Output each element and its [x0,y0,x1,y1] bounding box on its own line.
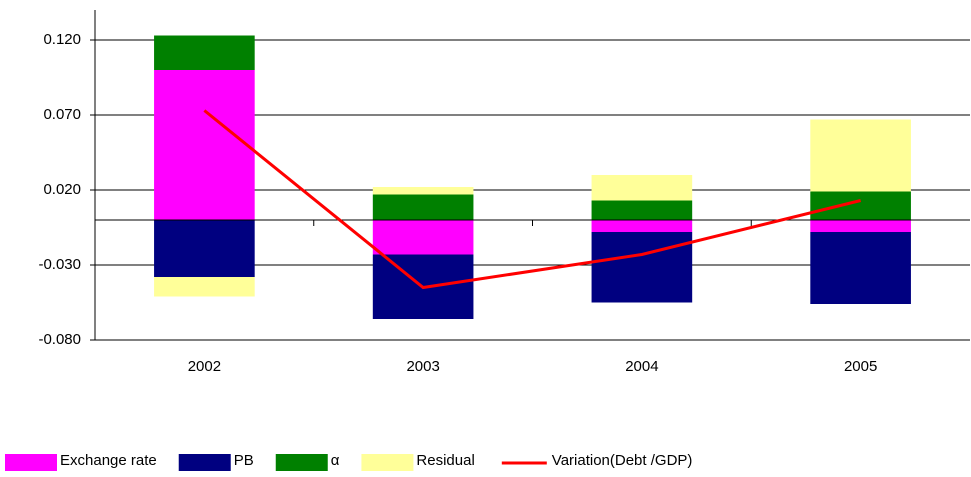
bar-segment [810,191,911,220]
bar-segment [372,187,474,195]
legend-label: Exchange rate [60,452,157,469]
y-tick-label: 0.020 [43,181,81,198]
bar-segment [372,194,474,220]
y-tick-label: 0.070 [43,106,81,123]
bar-segment [591,175,693,201]
bar-segment [154,277,255,297]
legend-label: Variation(Debt /GDP) [552,452,693,469]
x-tick-label: 2002 [188,358,221,375]
legend-swatch [5,454,57,471]
bar-segment [591,220,693,232]
bar-segment [810,232,911,304]
x-tick-label: 2003 [406,358,439,375]
y-tick-label: -0.030 [38,256,81,273]
legend-label: PB [234,452,254,469]
bar-segment [154,70,255,220]
legend-swatch [275,454,328,471]
bar-segment [591,232,693,303]
bar-segment [591,200,693,220]
legend-label: Residual [416,452,474,469]
y-tick-label: -0.080 [38,331,81,348]
legend-swatch [178,454,231,471]
bar-segment [810,119,911,192]
x-tick-label: 2004 [625,358,658,375]
line-series [203,109,861,290]
bar-segment [810,220,911,232]
y-tick-label: 0.120 [43,31,81,48]
bar-segment [154,35,255,70]
legend-swatch [361,454,414,471]
legend-label: α [331,452,340,469]
x-tick-label: 2005 [844,358,877,375]
bar-segment [154,220,255,277]
bar-segment [372,220,474,255]
